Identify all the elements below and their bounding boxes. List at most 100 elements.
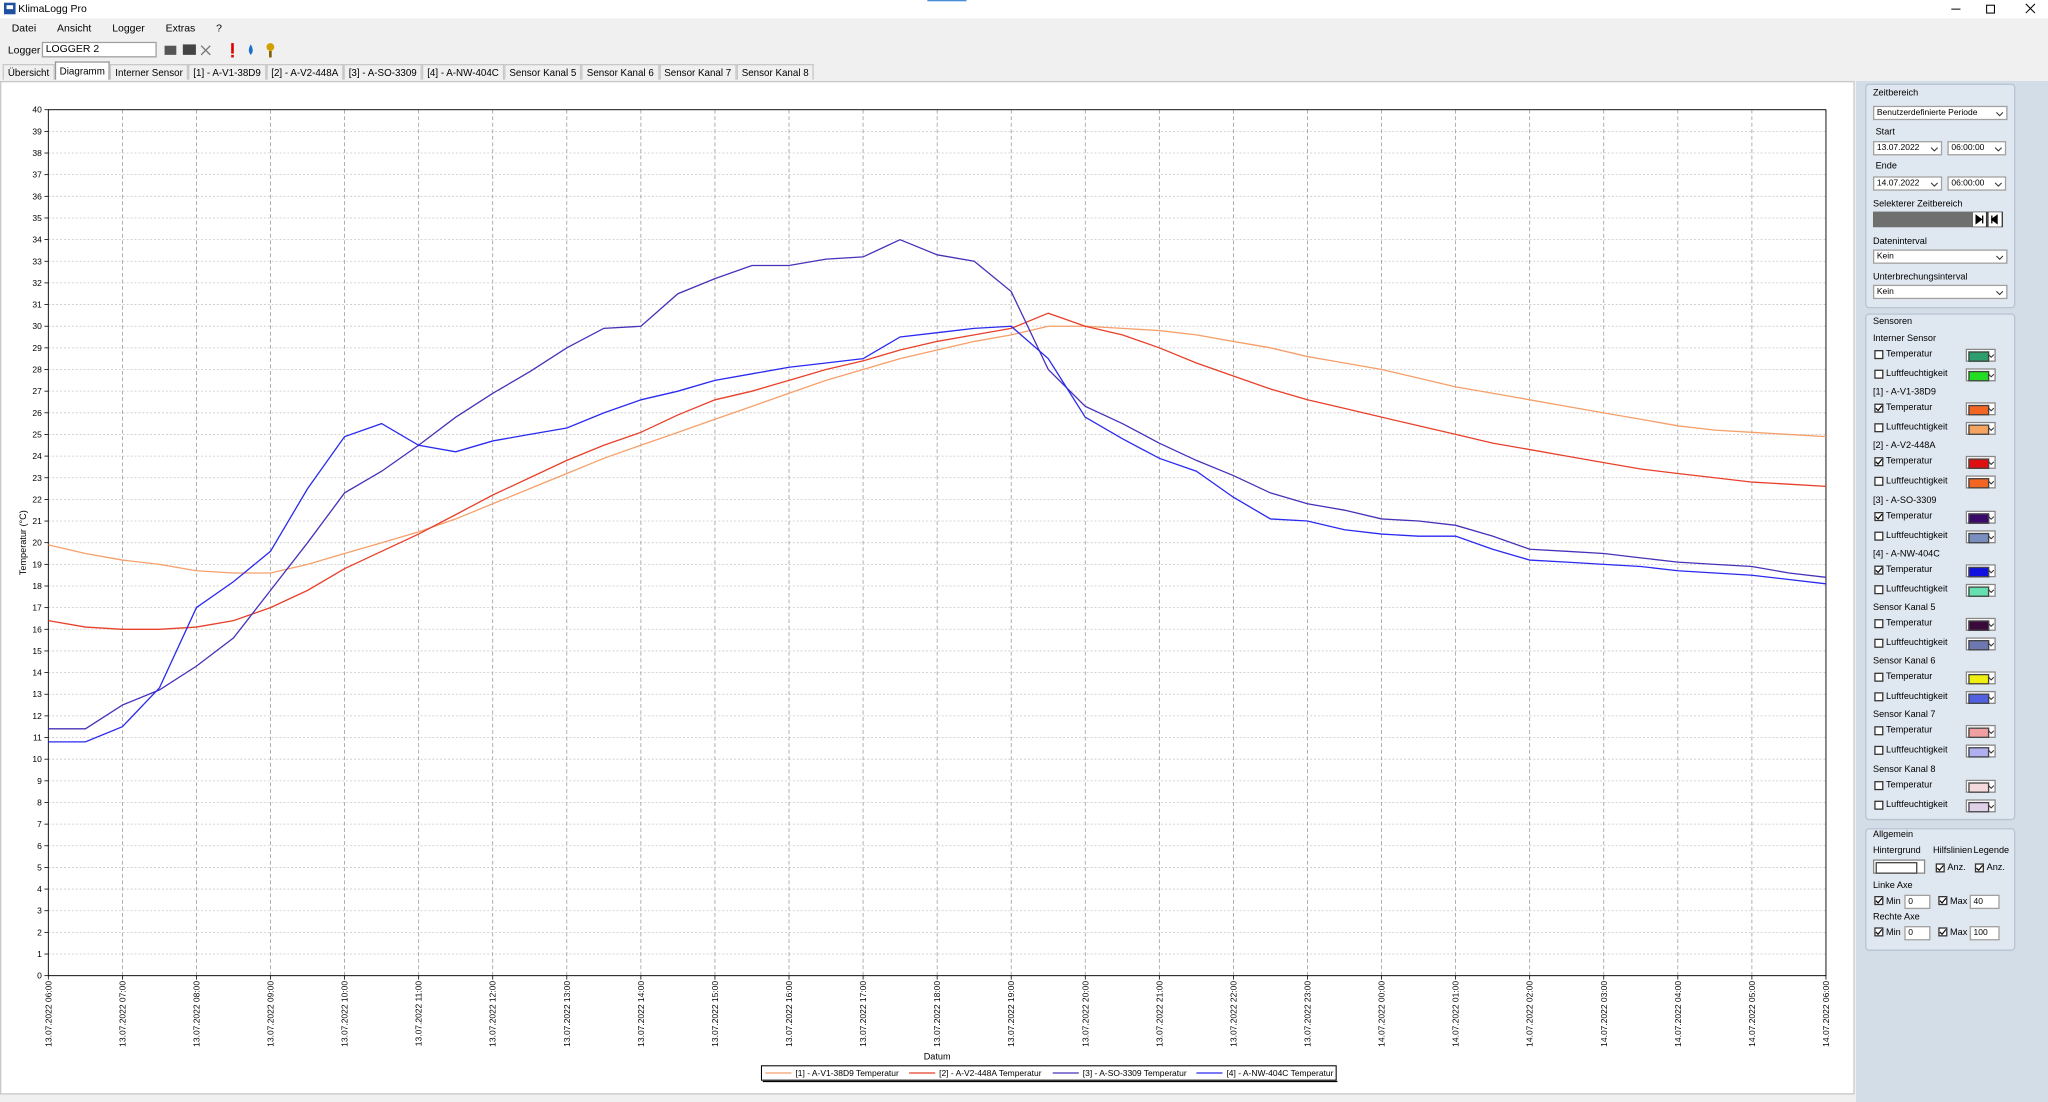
- color-picker[interactable]: [1965, 691, 1996, 705]
- tab[interactable]: Diagramm: [54, 61, 111, 80]
- checkbox[interactable]: [1874, 457, 1884, 467]
- checkbox[interactable]: [1935, 863, 1945, 873]
- menu-item[interactable]: Extras: [165, 22, 196, 34]
- dropdown-arrow[interactable]: [1988, 729, 1995, 736]
- tab[interactable]: [1] - A-V1-38D9: [188, 63, 267, 80]
- color-picker[interactable]: [1965, 583, 1996, 597]
- dropdown-arrow[interactable]: [1988, 676, 1995, 683]
- checkbox[interactable]: [1974, 863, 1984, 873]
- color-picker[interactable]: [1965, 348, 1996, 362]
- dropdown-arrow[interactable]: [1996, 253, 2004, 261]
- dropdown-arrow[interactable]: [1988, 353, 1995, 360]
- color-picker[interactable]: [1965, 368, 1996, 382]
- checkbox[interactable]: [1874, 350, 1884, 360]
- window-controls[interactable]: [1944, 0, 2048, 18]
- checkbox[interactable]: [1874, 692, 1884, 702]
- color-picker[interactable]: [1965, 422, 1996, 436]
- time-input[interactable]: 06:00:00: [1947, 176, 2007, 191]
- dropdown-arrow[interactable]: [1996, 110, 2004, 118]
- menu-item[interactable]: ?: [216, 22, 222, 34]
- checkbox[interactable]: [1874, 638, 1884, 648]
- dropdown-arrow[interactable]: [1988, 480, 1995, 487]
- menu-item[interactable]: Logger: [112, 22, 145, 34]
- tab[interactable]: [3] - A-SO-3309: [343, 63, 422, 80]
- date-input[interactable]: 14.07.2022: [1872, 176, 1943, 191]
- dropdown-arrow[interactable]: [1988, 534, 1995, 541]
- checkbox[interactable]: [1874, 565, 1884, 575]
- dropdown-arrow[interactable]: [1994, 180, 2002, 188]
- menu-item[interactable]: Datei: [11, 22, 37, 34]
- dropdown-arrow[interactable]: [1930, 180, 1938, 188]
- checkbox[interactable]: [1874, 511, 1884, 521]
- period-select[interactable]: Benutzerdefinierte Periode: [1872, 105, 2008, 121]
- tab[interactable]: Interner Sensor: [110, 63, 189, 80]
- checkbox[interactable]: [1874, 584, 1884, 595]
- tab[interactable]: Sensor Kanal 8: [736, 63, 814, 80]
- background-picker[interactable]: [1872, 859, 1926, 874]
- color-picker[interactable]: [1965, 637, 1996, 651]
- color-picker[interactable]: [1965, 617, 1996, 631]
- dropdown-arrow[interactable]: [1930, 145, 1938, 153]
- dropdown-arrow[interactable]: [1994, 145, 2002, 153]
- checkbox[interactable]: [1874, 726, 1884, 736]
- menu-item[interactable]: Ansicht: [57, 22, 92, 34]
- dropdown-arrow[interactable]: [1988, 783, 1995, 790]
- dropdown-arrow[interactable]: [1988, 460, 1995, 467]
- color-picker[interactable]: [1965, 510, 1996, 524]
- checkbox[interactable]: [1874, 477, 1884, 487]
- dropdown-arrow[interactable]: [1988, 568, 1995, 575]
- dropdown-arrow[interactable]: [1988, 587, 1995, 594]
- color-picker[interactable]: [1965, 744, 1996, 759]
- dropdown-arrow[interactable]: [1988, 695, 1995, 702]
- dropdown-arrow[interactable]: [1988, 622, 1995, 629]
- tab[interactable]: [4] - A-NW-404C: [421, 63, 505, 80]
- color-picker[interactable]: [1965, 563, 1996, 578]
- checkbox[interactable]: [1874, 531, 1884, 541]
- toolbar-icons[interactable]: [162, 42, 280, 60]
- logger-select[interactable]: LOGGER 2: [41, 41, 157, 58]
- checkbox[interactable]: [1874, 619, 1884, 629]
- interval-select[interactable]: Kein: [1872, 284, 2008, 300]
- color-picker[interactable]: [1965, 798, 1996, 812]
- dropdown-arrow[interactable]: [1988, 803, 1995, 810]
- checkbox[interactable]: [1938, 895, 1948, 906]
- tab[interactable]: [2] - A-V2-448A: [266, 63, 344, 80]
- checkbox[interactable]: [1874, 895, 1884, 906]
- dropdown-arrow[interactable]: [1988, 641, 1995, 648]
- checkbox[interactable]: [1874, 369, 1884, 379]
- checkbox[interactable]: [1938, 927, 1948, 937]
- color-picker[interactable]: [1965, 475, 1996, 489]
- min-input[interactable]: 0: [1904, 926, 1931, 941]
- dropdown-arrow[interactable]: [1988, 514, 1995, 521]
- color-picker[interactable]: [1965, 529, 1996, 543]
- tab[interactable]: Sensor Kanal 5: [504, 63, 582, 80]
- dropdown-arrow[interactable]: [1988, 372, 1995, 379]
- time-input[interactable]: 06:00:00: [1947, 141, 2007, 156]
- color-picker[interactable]: [1965, 402, 1996, 416]
- tab[interactable]: Übersicht: [2, 63, 55, 80]
- tab[interactable]: Sensor Kanal 7: [659, 63, 737, 80]
- checkbox[interactable]: [1874, 403, 1884, 413]
- color-picker[interactable]: [1965, 779, 1996, 793]
- checkbox[interactable]: [1874, 927, 1884, 937]
- tab[interactable]: Sensor Kanal 6: [581, 63, 660, 80]
- dropdown-arrow[interactable]: [1988, 406, 1995, 413]
- dropdown-arrow[interactable]: [1988, 426, 1995, 433]
- slider-buttons[interactable]: [1972, 211, 2003, 228]
- checkbox[interactable]: [1874, 423, 1884, 433]
- checkbox[interactable]: [1874, 746, 1884, 756]
- checkbox[interactable]: [1874, 800, 1884, 810]
- max-input[interactable]: 40: [1969, 894, 2000, 910]
- color-picker[interactable]: [1965, 456, 1996, 470]
- dropdown-arrow[interactable]: [1996, 289, 2004, 297]
- time-range-slider[interactable]: [1872, 211, 1973, 228]
- dropdown-arrow[interactable]: [1988, 749, 1995, 756]
- checkbox[interactable]: [1874, 780, 1884, 790]
- checkbox[interactable]: [1874, 672, 1884, 683]
- min-input[interactable]: 0: [1904, 894, 1931, 910]
- color-picker[interactable]: [1965, 671, 1996, 685]
- interval-select[interactable]: Kein: [1872, 249, 2008, 264]
- color-picker[interactable]: [1965, 725, 1996, 739]
- max-input[interactable]: 100: [1969, 926, 2000, 941]
- date-input[interactable]: 13.07.2022: [1872, 141, 1943, 156]
